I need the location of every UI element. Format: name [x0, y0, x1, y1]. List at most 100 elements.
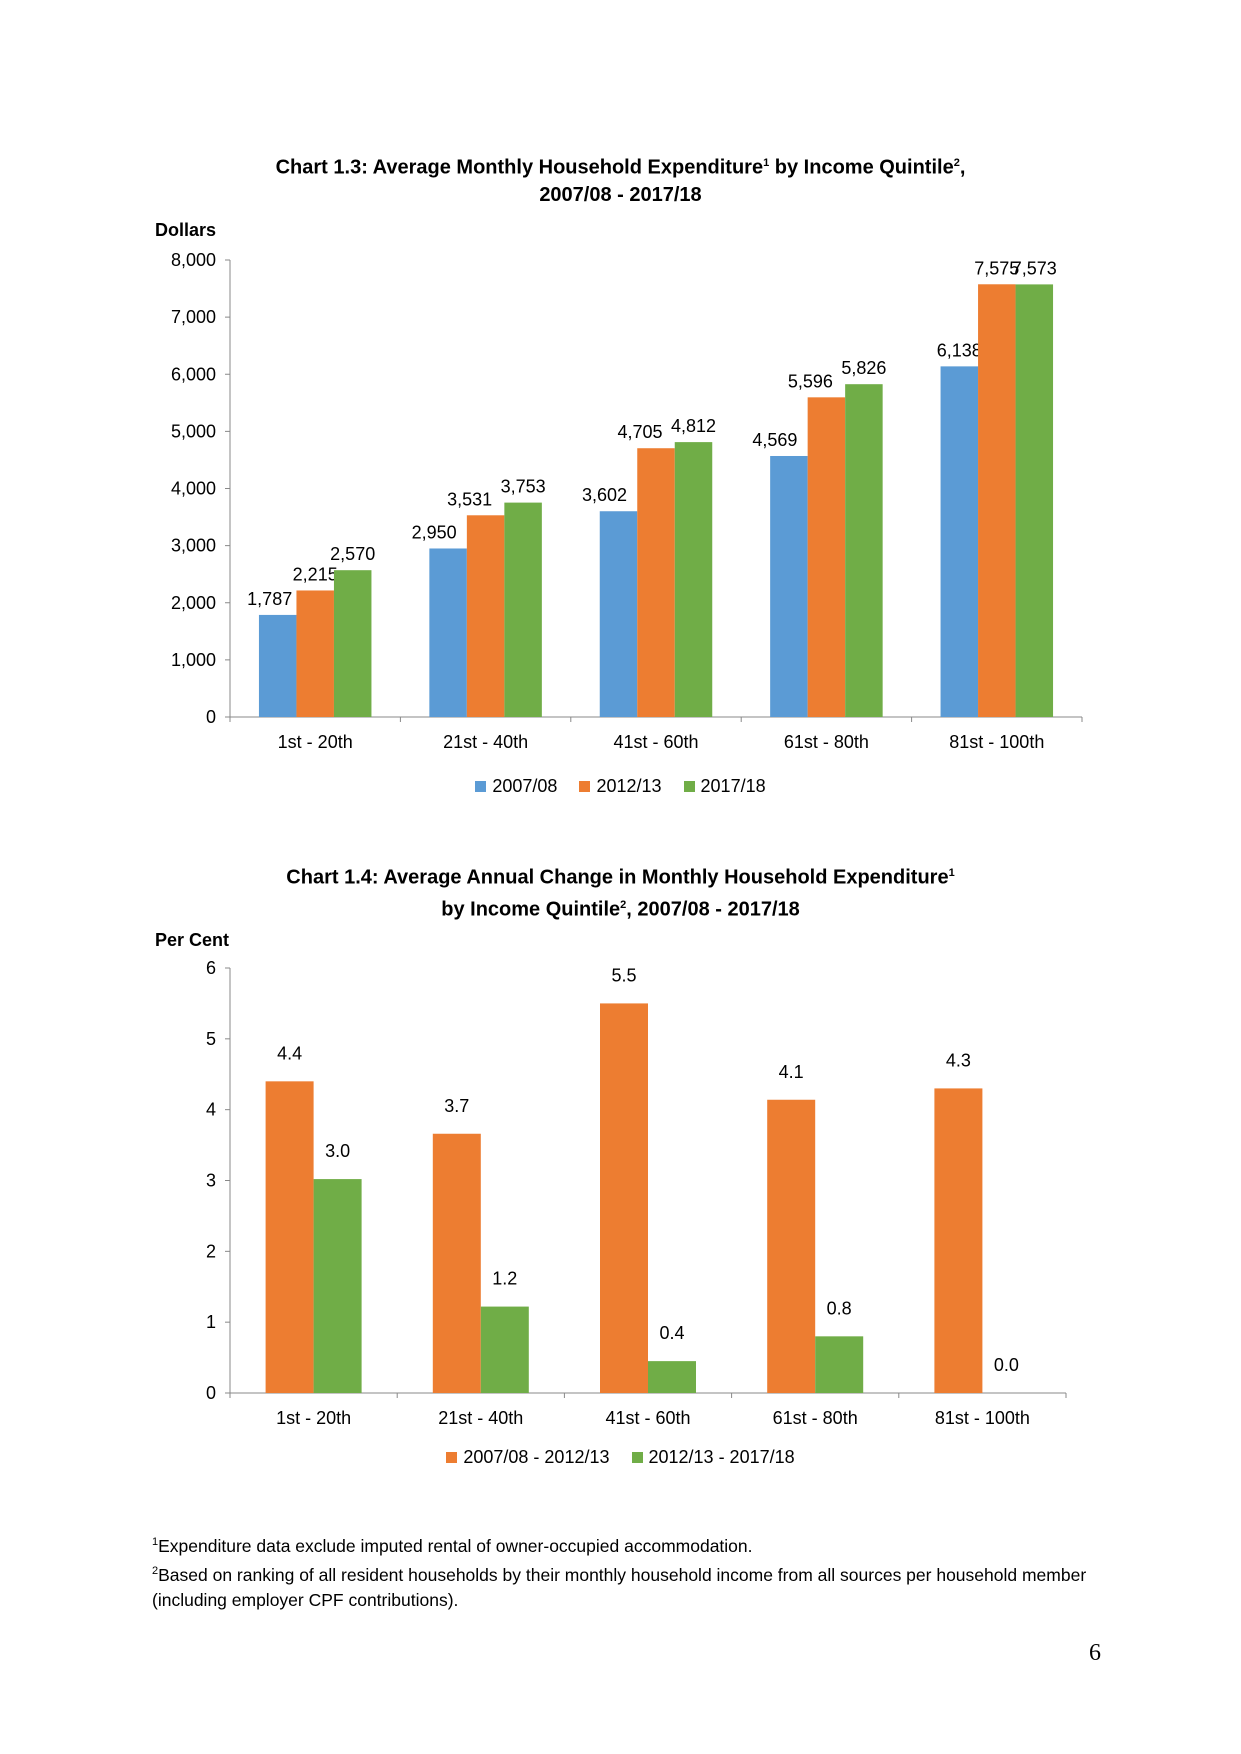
data-label: 0.4 [659, 1323, 684, 1343]
bar [432, 1133, 481, 1393]
legend-swatch [475, 781, 487, 792]
bar [815, 1336, 864, 1393]
bar [637, 448, 675, 717]
bar [258, 614, 297, 717]
y-tick-label: 0 [206, 707, 216, 727]
data-label: 0.8 [827, 1298, 852, 1318]
footnote-2: 2Based on ranking of all resident househ… [152, 1564, 1087, 1610]
footnotes: 1Expenditure data exclude imputed rental… [152, 1530, 1112, 1613]
data-label: 3,753 [501, 477, 546, 497]
bar [674, 442, 713, 717]
x-tick-label: 41st - 60th [605, 1408, 690, 1428]
y-tick-label: 2,000 [171, 593, 216, 613]
y-tick-label: 5 [206, 1029, 216, 1049]
bar [845, 384, 883, 717]
y-tick-label: 6 [206, 958, 216, 978]
y-tick-label: 3,000 [171, 536, 216, 556]
x-tick-label: 1st - 20th [278, 732, 353, 752]
x-tick-label: 41st - 60th [613, 732, 698, 752]
chart2-title: Chart 1.4: Average Annual Change in Mont… [286, 866, 955, 889]
y-tick-label: 4 [206, 1100, 216, 1120]
x-tick-label: 61st - 80th [784, 732, 869, 752]
data-label: 4,569 [752, 430, 797, 450]
legend-label: 2007/08 - 2012/13 [463, 1447, 610, 1467]
chart1-legend: 2007/08 2012/13 2017/18 [0, 776, 1241, 797]
y-tick-label: 0 [206, 1383, 216, 1403]
bar [504, 502, 542, 717]
bar [1015, 284, 1054, 717]
bar [296, 590, 334, 717]
legend-label: 2017/18 [700, 776, 766, 796]
data-label: 3,531 [447, 489, 492, 509]
x-tick-label: 21st - 40th [443, 732, 528, 752]
chart2-title-line2: by Income Quintile2, 2007/08 - 2017/18 [441, 898, 800, 921]
y-tick-label: 5,000 [171, 421, 216, 441]
data-label: 2,215 [293, 564, 338, 584]
data-label: 7,573 [1012, 258, 1057, 278]
data-label: 4,705 [617, 422, 662, 442]
data-label: 4.3 [946, 1050, 971, 1070]
bar [648, 1361, 696, 1393]
legend-item: 2012/13 - 2017/18 [631, 1447, 795, 1468]
chart2-legend: 2007/08 - 2012/13 2012/13 - 2017/18 [0, 1447, 1241, 1468]
y-tick-label: 1,000 [171, 650, 216, 670]
legend-label: 2012/13 - 2017/18 [648, 1447, 795, 1467]
bar [333, 570, 372, 717]
data-label: 4,812 [671, 416, 716, 436]
data-label: 2,950 [412, 522, 457, 542]
legend-swatch [683, 781, 695, 792]
y-tick-label: 6,000 [171, 364, 216, 384]
y-tick-label: 2 [206, 1241, 216, 1261]
chart2-plot: 0 1 2 3 4 5 6 1st - 20th 4.4 3.0 21st - 40th 3.7 1.2… [206, 958, 1067, 1428]
chart1-title: Chart 1.3: Average Monthly Household Exp… [275, 156, 966, 179]
y-tick-label: 8,000 [171, 250, 216, 270]
x-tick-label: 1st - 20th [276, 1408, 351, 1428]
bar [480, 1306, 529, 1393]
data-label: 5.5 [611, 965, 636, 985]
bar [600, 1003, 648, 1393]
bar [934, 1088, 983, 1393]
y-tick-label: 4,000 [171, 479, 216, 499]
page-number: 6 [1089, 1640, 1101, 1666]
legend-swatch [579, 781, 591, 792]
data-label: 6,138 [937, 340, 982, 360]
data-label: 3.0 [325, 1141, 350, 1161]
bar [599, 511, 638, 717]
bar [770, 455, 808, 717]
footnote-1: 1Expenditure data exclude imputed rental… [152, 1535, 753, 1556]
bar [807, 397, 846, 717]
bar [313, 1179, 362, 1393]
legend-label: 2007/08 [492, 776, 558, 796]
x-tick-label: 61st - 80th [773, 1408, 858, 1428]
chart2-ylabel: Per Cent [155, 930, 230, 950]
legend-item: 2017/18 [683, 776, 766, 797]
data-label: 5,826 [841, 358, 886, 378]
data-label: 1.2 [492, 1269, 517, 1289]
legend-item: 2012/13 [579, 776, 662, 797]
data-label: 7,575 [974, 258, 1019, 278]
legend-item: 2007/08 [475, 776, 557, 797]
x-tick-label: 81st - 100th [949, 732, 1044, 752]
y-tick-label: 7,000 [171, 307, 216, 327]
data-label: 1,787 [247, 589, 292, 609]
y-tick-label: 3 [206, 1171, 216, 1191]
data-label: 2,570 [330, 544, 375, 564]
chart1-ylabel: Dollars [155, 220, 217, 240]
legend-swatch [631, 1452, 643, 1463]
data-label: 4.4 [277, 1043, 302, 1063]
data-label: 0.0 [994, 1355, 1019, 1375]
legend-label: 2012/13 [596, 776, 662, 796]
bar [767, 1099, 816, 1393]
data-label: 3.7 [444, 1096, 469, 1116]
y-tick-label: 1 [206, 1312, 216, 1332]
bar [265, 1081, 314, 1393]
data-label: 4.1 [779, 1062, 804, 1082]
chart1-plot: 0 1,000 2,000 3,000 4,000 5,000 6,000 7,000 8,00… [171, 250, 1083, 752]
bar [466, 515, 505, 717]
data-label: 5,596 [788, 371, 833, 391]
legend-swatch [446, 1452, 458, 1463]
legend-item: 2007/08 - 2012/13 [446, 1447, 610, 1468]
bar [429, 548, 467, 717]
chart1-title-line2: 2007/08 - 2017/18 [539, 184, 702, 206]
bar [978, 284, 1016, 717]
